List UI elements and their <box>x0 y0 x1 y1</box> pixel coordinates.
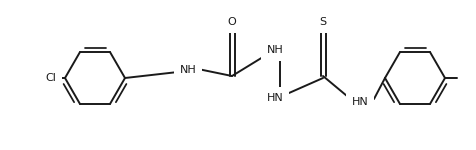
Text: HN: HN <box>267 93 283 103</box>
Text: NH: NH <box>179 65 197 75</box>
Text: S: S <box>319 17 327 27</box>
Text: O: O <box>228 17 237 27</box>
Text: NH: NH <box>267 45 283 55</box>
Text: Cl: Cl <box>45 73 56 83</box>
Text: HN: HN <box>352 97 368 107</box>
